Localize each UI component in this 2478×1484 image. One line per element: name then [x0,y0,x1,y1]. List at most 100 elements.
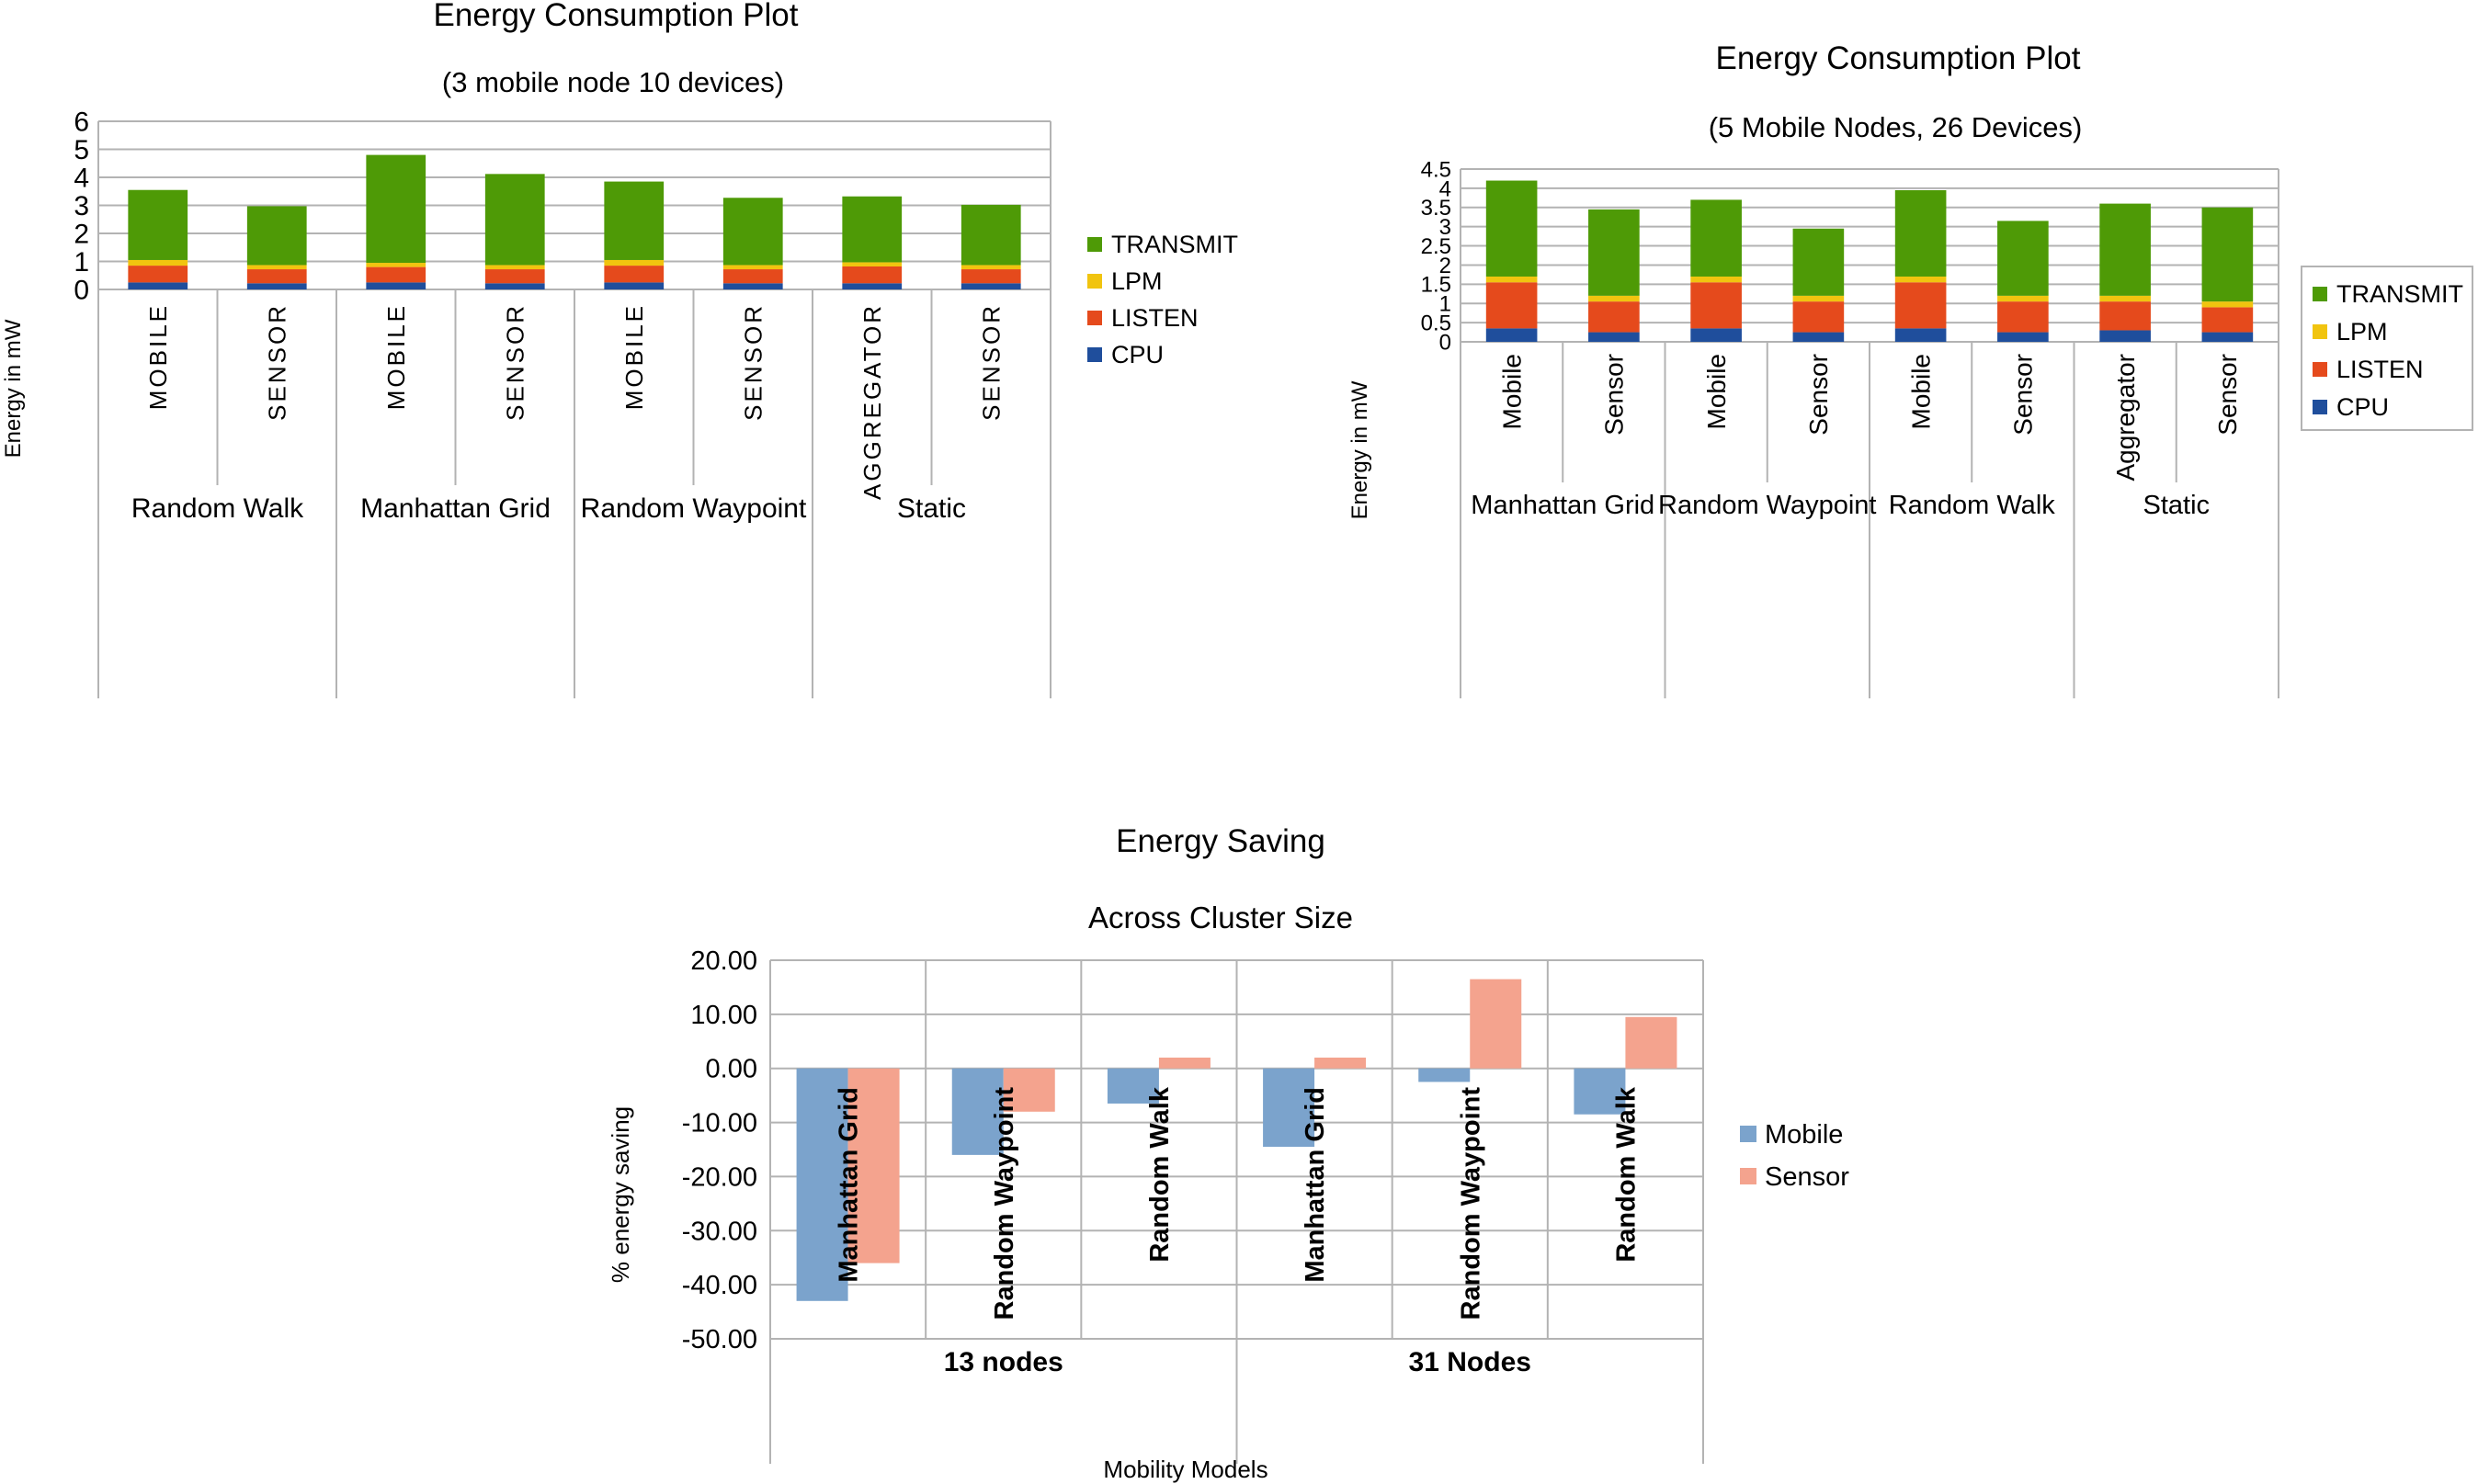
y-tick-label: 1 [74,247,89,278]
group-label: Static [2143,491,2210,520]
bar-listen [961,269,1021,284]
bar-cpu [1588,332,1640,342]
legend-label: Sensor [1765,1162,1849,1192]
y-axis-label: Energy in mW [1,319,26,458]
category-label: SENSOR [977,303,1005,421]
legend: TRANSMIT LPM LISTEN CPU [2301,266,2473,431]
bar-transmit [1894,189,1947,277]
bar-lpm [128,259,188,266]
legend: TRANSMIT LPM LISTEN CPU [1087,231,1238,368]
bar-cpu [484,283,545,289]
category-label: MOBILE [620,303,648,410]
category-label: Sensor [2213,354,2242,436]
chart-title: Energy Saving [1116,823,1325,859]
category-label: Random Waypoint [990,1087,1019,1320]
bar-sensor [1158,1057,1211,1069]
bar-transmit [128,189,188,260]
y-tick-label: 4 [74,164,89,194]
bar-cpu [1997,332,2049,342]
category-label: Sensor [1600,354,1629,436]
category-label: SENSOR [501,303,529,421]
bar-lpm [1588,295,1640,302]
legend-label: CPU [1111,341,1164,368]
category-label: Mobile [1906,354,1935,429]
bar-lpm [961,265,1021,270]
y-tick-label: 2 [1439,254,1451,278]
bar-sensor [1314,1057,1367,1069]
bar-lpm [842,262,903,266]
bar-listen [1588,301,1640,333]
bar-listen [128,266,188,283]
legend-label: LISTEN [2336,356,2424,383]
category-label: Sensor [1804,354,1833,436]
y-tick-label: 2 [74,220,89,250]
bar-sensor [1625,1016,1677,1069]
bar-transmit [366,154,426,264]
y-tick-label: 3.5 [1421,196,1451,221]
bar-lpm [366,263,426,267]
bar-listen [2099,301,2151,331]
bar-transmit [961,204,1021,266]
bar-cpu [842,283,903,289]
y-tick-label: 2.5 [1421,234,1451,259]
bar-transmit [246,206,307,266]
bar-cpu [246,283,307,289]
bar-cpu [1894,328,1947,342]
bar-transmit [1588,209,1640,296]
bar-transmit [722,198,783,266]
y-tick-label: -40.00 [682,1271,757,1300]
bar-lpm [484,265,545,270]
plot-area: 00.511.522.533.544.5 Mobile Sensor Mobile Se… [1421,157,2279,698]
bar-lpm [2099,295,2151,302]
category-label: Aggregator [2111,354,2140,481]
legend: Mobile Sensor [1740,1120,1849,1192]
y-tick-label: -30.00 [682,1217,757,1246]
y-axis-label: Energy in mW [1347,380,1372,519]
y-tick-label: 1.5 [1421,273,1451,298]
y-tick-label: 0.5 [1421,312,1451,336]
group-label: Random Waypoint [1658,491,1876,520]
legend-swatch [1087,274,1102,289]
legend-frame [2301,266,2473,431]
bar-lpm [1690,276,1742,283]
bar-transmit [484,174,545,266]
bar-cpu [1690,328,1742,342]
group-label: Random Walk [131,493,304,524]
bar-lpm [1485,276,1538,283]
bar-lpm [604,259,665,266]
chart-title: Energy Consumption Plot [434,0,799,33]
legend-label: CPU [2336,393,2389,421]
legend-swatch [1740,1168,1756,1184]
bar-transmit [1485,180,1538,277]
bar-sensor [847,1068,900,1263]
legend-label: LPM [1111,267,1163,295]
y-tick-label: -50.00 [682,1325,757,1354]
category-label: Random Walk [1611,1086,1641,1263]
category-label: Random Walk [1145,1086,1175,1263]
group-label: Manhattan Grid [360,493,551,524]
chart-subtitle: Across Cluster Size [1088,901,1353,935]
legend-swatch [1087,237,1102,252]
bar-mobile [796,1068,848,1301]
bar-mobile [1418,1068,1471,1082]
y-tick-label: 0.00 [706,1055,757,1084]
bar-transmit [604,181,665,260]
bar-cpu [2201,332,2254,342]
bar-lpm [1792,295,1845,302]
bar-cpu [961,283,1021,289]
legend-label: LISTEN [1111,304,1199,332]
chart-subtitle: (3 mobile node 10 devices) [442,66,784,98]
bar-lpm [1894,276,1947,283]
x-axis-label: Mobility Models [1103,1456,1267,1483]
bar-cpu [366,282,426,289]
bar-listen [1690,282,1742,329]
category-label: SENSOR [263,303,290,421]
y-tick-label: 3 [1439,215,1451,240]
bar-listen [1485,282,1538,329]
y-tick-label: -10.00 [682,1109,757,1138]
legend-swatch [1087,311,1102,325]
bar-mobile [1574,1068,1626,1115]
group-label: Random Waypoint [581,493,807,524]
bar-lpm [1997,295,2049,302]
